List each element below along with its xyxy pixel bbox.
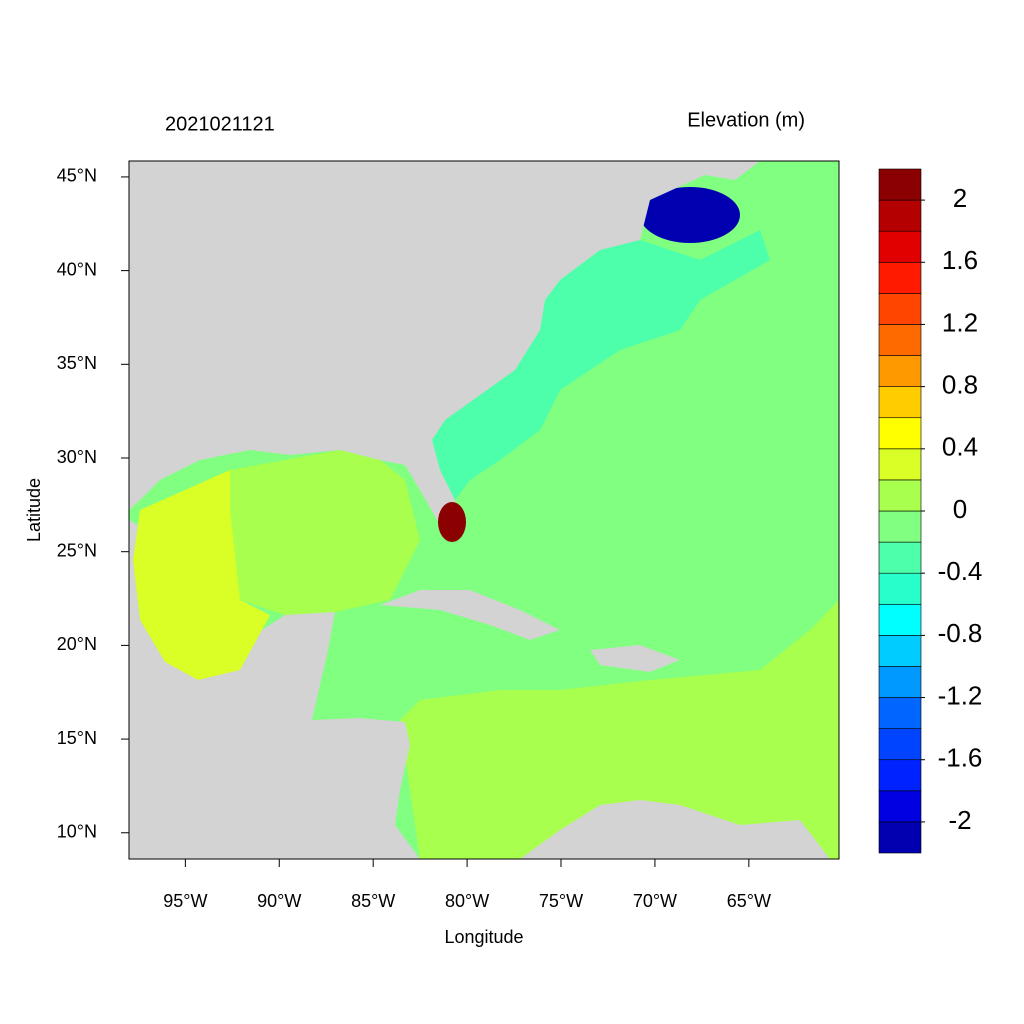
colorbar-label: -0.4 [938, 556, 983, 586]
colorbar-box [878, 510, 922, 543]
colorbar-box [878, 386, 922, 419]
plot-frame [128, 160, 840, 860]
x-tick-label: 75°W [539, 891, 583, 911]
land-cuba [380, 590, 560, 640]
colorbar-box [878, 293, 922, 325]
colorbar-box [878, 417, 922, 450]
y-tick-label: 40°N [57, 259, 97, 279]
colorbar-box [878, 603, 922, 636]
x-tick-label: 80°W [445, 891, 489, 911]
colorbar-label: 0 [953, 494, 967, 524]
colorbar-box [878, 728, 922, 761]
colorbar-box [878, 261, 922, 294]
colorbar-box [878, 790, 922, 823]
y-tick-label: 25°N [57, 540, 97, 560]
x-tick-label: 90°W [257, 891, 301, 911]
florida-surge-field [438, 502, 466, 542]
y-tick-label: 30°N [57, 447, 97, 467]
x-tick-label: 95°W [163, 891, 207, 911]
colorbar-box [878, 479, 922, 512]
x-tick-label: 65°W [727, 891, 771, 911]
caribbean-field [400, 600, 839, 859]
y-tick-label: 45°N [57, 166, 97, 186]
atlantic-coastal-field [432, 230, 770, 500]
legend-title: Elevation (m) [687, 109, 805, 131]
colorbar-label: 1.2 [942, 307, 978, 337]
gulf-field [230, 450, 420, 615]
colorbar-box [878, 666, 922, 698]
colorbar-label: 2 [953, 183, 967, 213]
y-tick-label: 15°N [57, 728, 97, 748]
y-tick-label: 10°N [57, 822, 97, 842]
land-hispaniola [590, 645, 680, 672]
land-north-america [129, 161, 760, 540]
colorbar-box [878, 199, 922, 232]
colorbar-box [878, 697, 922, 729]
western-gulf-field [133, 470, 270, 680]
colorbar-label: -0.8 [938, 618, 983, 648]
x-tick-label: 70°W [633, 891, 677, 911]
colorbar-label: 0.8 [942, 370, 978, 400]
y-tick-label: 35°N [57, 353, 97, 373]
y-tick-label: 20°N [57, 634, 97, 654]
colorbar-box [878, 324, 922, 356]
colorbar-box [878, 635, 922, 667]
colorbar-box [878, 230, 922, 263]
colorbar-label: -2 [948, 805, 971, 835]
colorbar-label: 0.4 [942, 432, 978, 462]
colorbar-label: 1.6 [942, 245, 978, 275]
colorbar-box [878, 355, 922, 387]
colorbar-label: -1.6 [938, 743, 983, 773]
land-south-america [520, 800, 830, 859]
gulf-of-maine-field [640, 187, 740, 243]
map-area [129, 161, 839, 859]
land-central-america [129, 520, 420, 859]
map-title: 2021021121 [165, 113, 275, 135]
colorbar-label: -1.2 [938, 680, 983, 710]
colorbar-box [878, 448, 922, 481]
y-axis-label: Latitude [24, 478, 44, 542]
colorbar-box [878, 759, 922, 792]
colorbar-box [878, 541, 922, 574]
x-tick-label: 85°W [351, 891, 395, 911]
colorbar-box [878, 572, 922, 605]
x-axis-label: Longitude [444, 927, 523, 947]
colorbar-box [878, 168, 922, 201]
colorbar-box [878, 821, 922, 854]
